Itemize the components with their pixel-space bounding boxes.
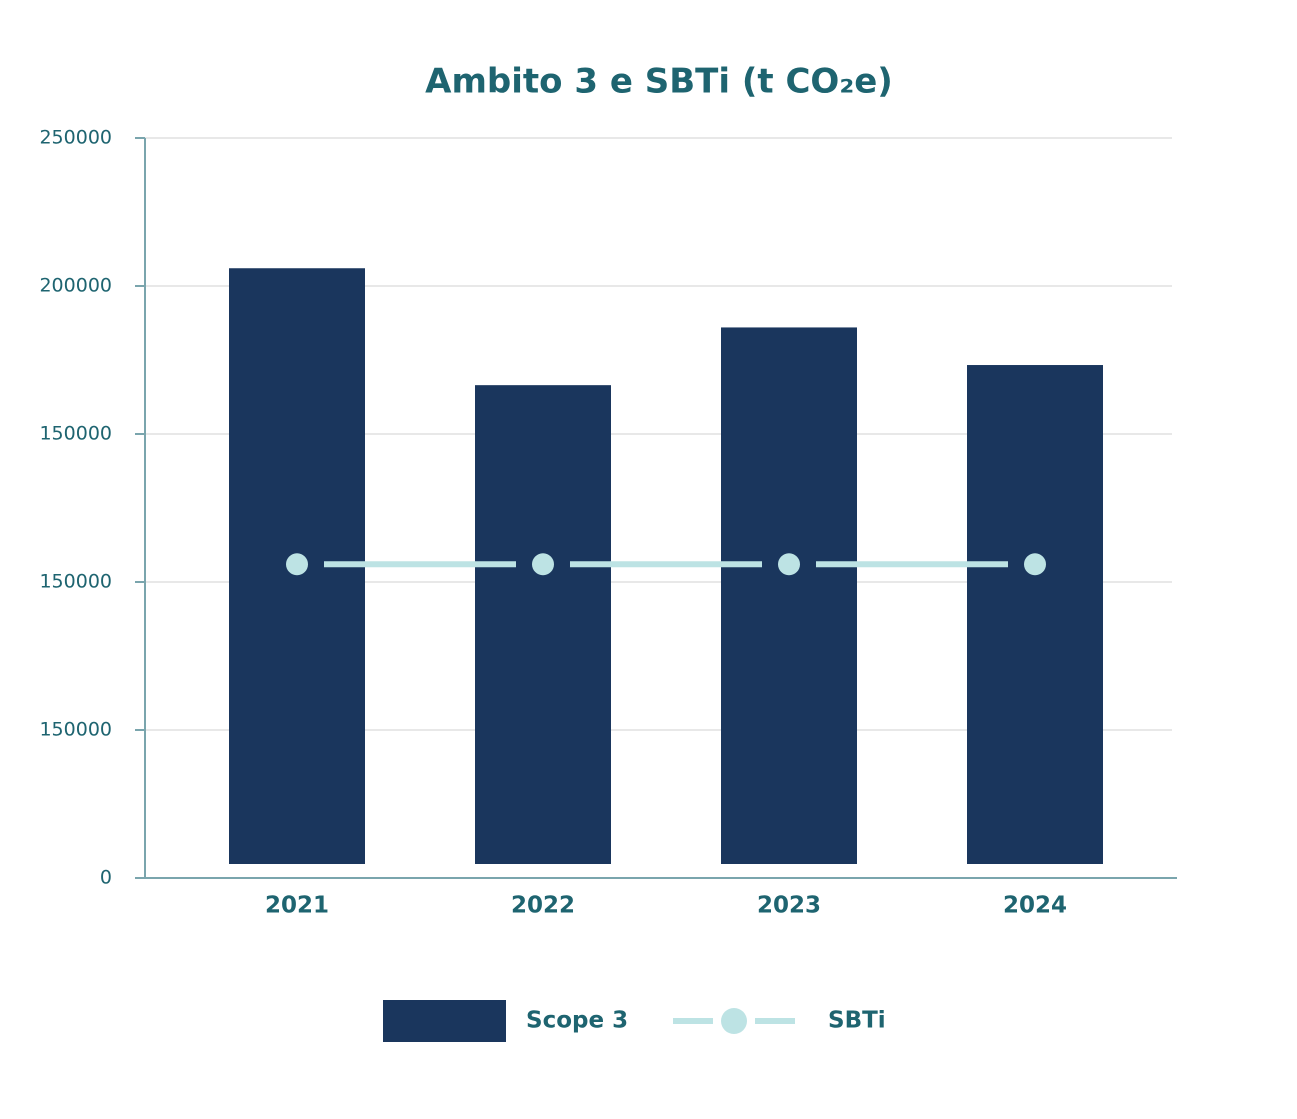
x-tick-label: 2021: [265, 893, 329, 919]
line-point: [778, 553, 800, 576]
bar: [967, 365, 1103, 864]
legend-label: Scope 3: [526, 1008, 628, 1034]
bar: [475, 385, 611, 864]
line-point: [532, 553, 554, 576]
x-tick-label: 2024: [1003, 893, 1067, 919]
y-tick-label: 150000: [39, 423, 112, 445]
x-tick-label: 2022: [511, 893, 575, 919]
legend-label: SBTi: [828, 1008, 886, 1034]
line-point: [1024, 553, 1046, 576]
y-tick-label: 0: [100, 867, 112, 889]
y-tick-label: 150000: [39, 719, 112, 741]
x-tick-label: 2023: [757, 893, 821, 919]
legend-swatch: [383, 1000, 506, 1042]
y-tick-label: 250000: [39, 127, 112, 149]
bar: [721, 327, 857, 864]
legend-swatch: [721, 1008, 747, 1034]
y-tick-label: 150000: [39, 571, 112, 593]
y-tick-label: 200000: [39, 275, 112, 297]
chart-title: Ambito 3 e SBTi (t CO₂e): [425, 62, 893, 102]
line-point: [286, 553, 308, 576]
